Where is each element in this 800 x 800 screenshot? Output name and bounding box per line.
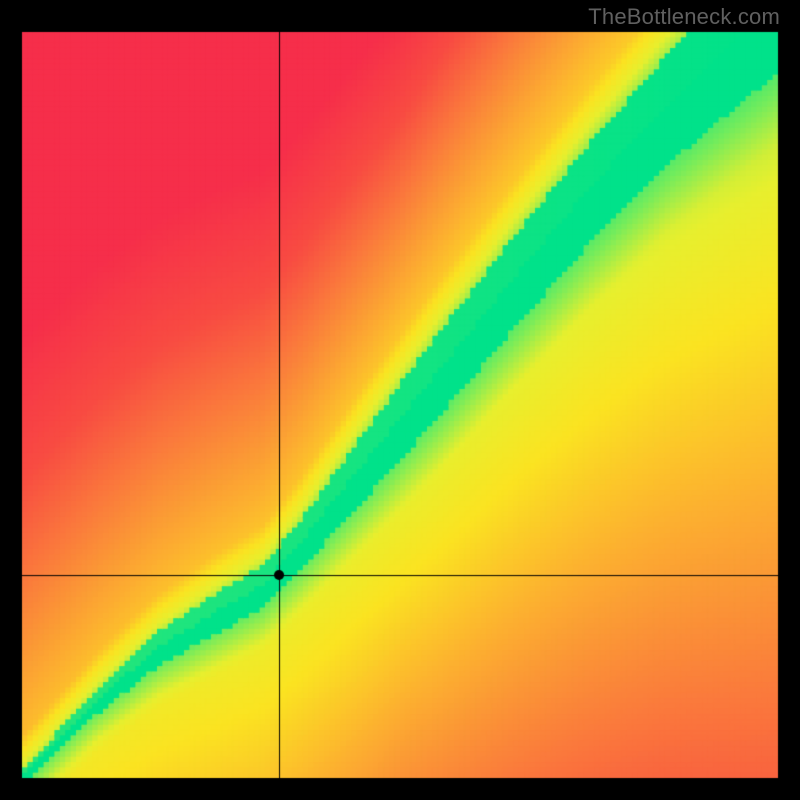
bottleneck-heatmap (0, 0, 800, 800)
chart-container: TheBottleneck.com (0, 0, 800, 800)
watermark-text: TheBottleneck.com (588, 4, 780, 30)
